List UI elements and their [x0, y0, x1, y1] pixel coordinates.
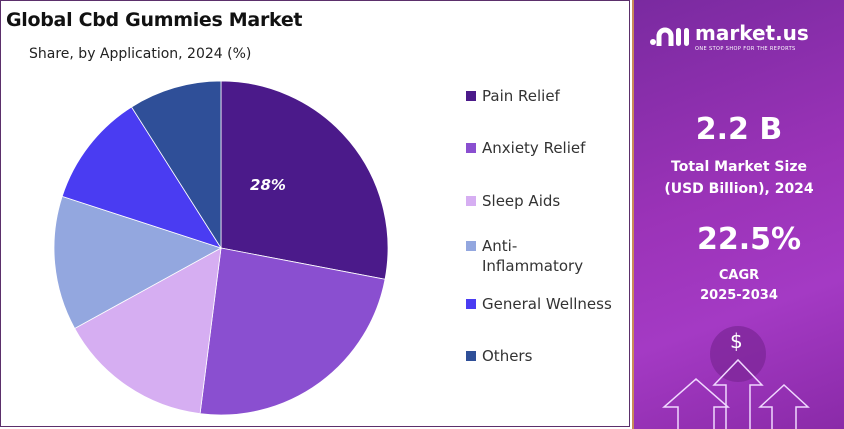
legend-label: General Wellness [482, 295, 612, 313]
legend-label: Pain Relief [482, 87, 560, 105]
legend-item: Pain Relief [466, 86, 560, 106]
cagr-period: 2025-2034 [700, 288, 778, 303]
pie-slice-pain-relief [220, 80, 389, 280]
market-us-logo-icon [650, 27, 689, 46]
legend-item: Anti- Inflammatory [466, 236, 583, 276]
pie-chart: 28% [53, 80, 389, 416]
legend-swatch [466, 299, 476, 309]
dollar-icon: $ [730, 329, 743, 353]
chart-subtitle: Share, by Application, 2024 (%) [29, 46, 252, 62]
brand-name: market.us [695, 21, 809, 45]
legend-swatch [466, 143, 476, 153]
pie-slice-anxiety-relief [199, 247, 386, 416]
summary-panel: market.us ONE STOP SHOP FOR THE REPORTS … [632, 0, 844, 429]
cagr-value: 22.5% [696, 222, 802, 257]
legend-item: Anxiety Relief [466, 138, 585, 158]
legend-swatch [466, 351, 476, 361]
cagr-label: CAGR [718, 268, 760, 283]
legend-label: Anxiety Relief [482, 139, 586, 157]
coin-circle [710, 326, 766, 382]
chart-title: Global Cbd Gummies Market [6, 9, 303, 31]
legend-label: Others [482, 347, 533, 365]
brand-tagline: ONE STOP SHOP FOR THE REPORTS [695, 46, 796, 52]
legend-swatch [466, 196, 476, 206]
legend-label: Anti- Inflammatory [482, 237, 584, 275]
legend-swatch [466, 91, 476, 101]
legend-item: Others [466, 346, 532, 366]
pie-slice-anti-inflammatory [53, 195, 223, 329]
legend-swatch [466, 241, 476, 251]
market-size-label: Total Market Size [671, 159, 807, 175]
data-label: 28% [250, 176, 286, 194]
market-size-unit: (USD Billion), 2024 [664, 181, 814, 197]
pie-slice-sleep-aids [74, 247, 222, 415]
market-size-value: 2.2 B [695, 112, 783, 147]
legend-item: Sleep Aids [466, 191, 560, 211]
legend-label: Sleep Aids [482, 192, 561, 210]
pie-slice-others [130, 80, 222, 250]
legend-item: General Wellness [466, 294, 612, 314]
pie-slice-general-wellness [61, 106, 222, 249]
growth-arrows-icon [662, 358, 810, 429]
